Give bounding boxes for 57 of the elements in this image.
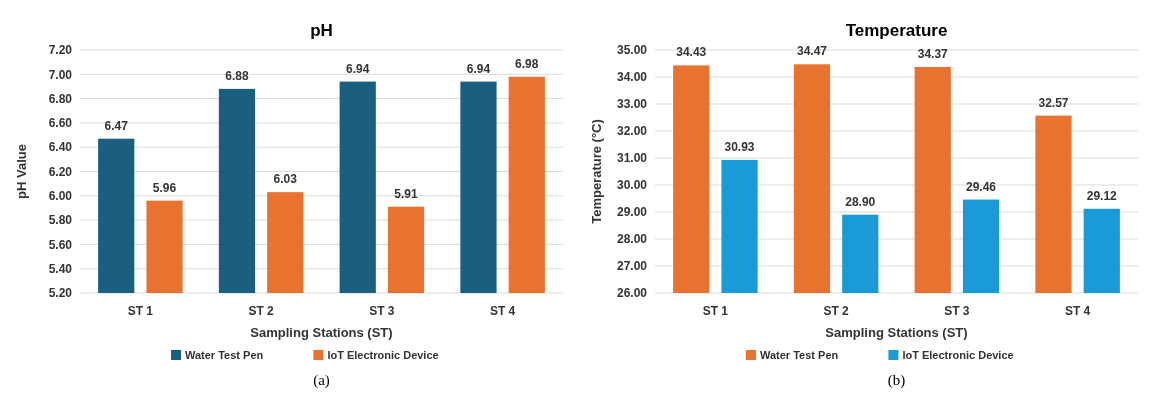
chart-title: pH [310, 21, 333, 40]
y-tick-label: 6.20 [48, 164, 73, 179]
y-tick-label: 6.80 [48, 91, 73, 106]
x-tick-label: ST 1 [127, 304, 154, 318]
x-tick-label: ST 2 [248, 304, 275, 318]
y-tick-label: 35.00 [616, 43, 648, 58]
x-axis-title: Sampling Stations (ST) [825, 325, 968, 340]
data-label: 6.03 [273, 172, 298, 187]
x-tick-label: ST 1 [702, 304, 729, 318]
x-tick-label: ST 3 [369, 304, 395, 318]
y-tick-label: 31.00 [616, 151, 648, 166]
data-label: 29.46 [966, 179, 997, 194]
data-label: 5.91 [394, 186, 419, 201]
data-label: 28.90 [845, 194, 876, 209]
y-tick-label: 5.80 [48, 213, 73, 228]
legend-label: IoT Electronic Device [902, 349, 1014, 361]
y-tick-label: 30.00 [616, 178, 648, 193]
data-label: 6.47 [104, 118, 129, 133]
data-label: 30.93 [724, 139, 755, 154]
text: (b) [887, 372, 906, 389]
text: (a) [313, 372, 330, 389]
data-label: 29.12 [1086, 188, 1118, 203]
y-tick-label: 6.00 [48, 189, 73, 203]
y-axis-title: pH Value [14, 144, 29, 199]
y-tick-label: 5.40 [48, 261, 73, 276]
y-tick-label: 6.40 [48, 140, 73, 155]
y-tick-label: 32.00 [616, 124, 648, 139]
x-tick-label: ST 2 [823, 304, 850, 318]
y-tick-label: 33.00 [616, 97, 648, 112]
legend-label: IoT Electronic Device [327, 349, 439, 361]
data-label: 34.37 [917, 47, 949, 62]
y-tick-label: 27.00 [616, 259, 648, 274]
y-axis-title: Temperature (°C) [589, 119, 604, 224]
data-label: 6.94 [346, 61, 370, 76]
y-tick-label: 28.00 [616, 232, 648, 247]
data-label: 34.43 [676, 45, 707, 60]
y-tick-label: 5.20 [48, 286, 73, 301]
data-label: 6.98 [515, 56, 539, 71]
data-label: 32.57 [1038, 95, 1069, 110]
y-tick-label: 6.60 [48, 116, 73, 131]
x-axis-title: Sampling Stations (ST) [250, 325, 393, 340]
y-tick-label: 5.60 [48, 237, 73, 252]
data-label: 6.94 [466, 61, 491, 76]
data-label: 34.47 [796, 44, 828, 59]
y-tick-label: 29.00 [616, 205, 648, 220]
y-tick-label: 26.00 [616, 286, 648, 301]
x-tick-label: ST 3 [944, 304, 970, 318]
legend-label: Water Test Pen [185, 349, 264, 361]
y-tick-label: 7.20 [48, 43, 73, 58]
data-label: 6.88 [225, 68, 249, 83]
legend-label: Water Test Pen [760, 349, 839, 361]
x-tick-label: ST 4 [1064, 304, 1091, 318]
x-tick-label: ST 4 [489, 304, 516, 318]
chart-title: Temperature [845, 21, 948, 40]
y-tick-label: 7.00 [48, 67, 73, 82]
data-label: 5.96 [152, 180, 177, 195]
y-tick-label: 34.00 [616, 70, 648, 85]
